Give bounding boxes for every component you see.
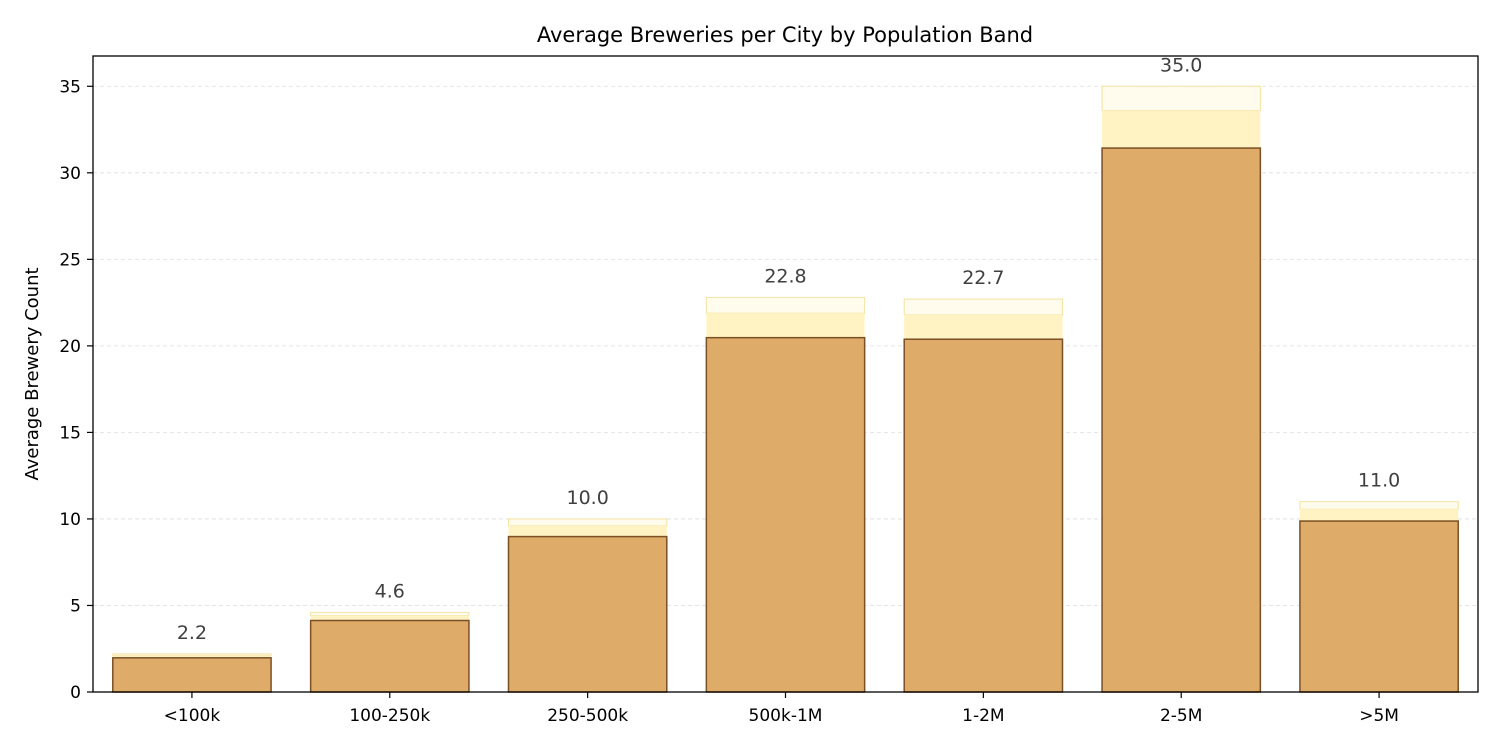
bar-foam-top — [508, 518, 668, 527]
x-axis-ticks: <100k 100-250k 250-500k 500k-1M 1-2M 2-5M >5M — [164, 692, 1399, 726]
bar-foam — [310, 615, 469, 621]
bar-foam — [1299, 509, 1459, 522]
bar — [1101, 147, 1262, 693]
x-tick-label: 250-500k — [547, 706, 628, 726]
y-tick-label: 20 — [59, 337, 81, 357]
bar — [112, 657, 272, 693]
y-tick-label: 30 — [59, 164, 81, 184]
x-tick-label: 2-5M — [1160, 706, 1202, 726]
bar — [903, 338, 1064, 693]
bar-value-label: 35.0 — [1160, 54, 1202, 76]
y-axis-label: Average Brewery Count — [22, 267, 43, 480]
y-tick-label: 10 — [59, 510, 81, 530]
bar-value-label: 4.6 — [375, 580, 405, 602]
y-tick-label: 0 — [70, 683, 81, 703]
y-tick-label: 5 — [70, 596, 81, 616]
data-labels: 2.2 4.6 10.0 22.8 22.7 35.0 11.0 — [177, 54, 1400, 644]
y-axis-ticks: 0 5 10 15 20 25 30 35 — [59, 77, 93, 703]
x-tick-label: <100k — [164, 706, 221, 726]
bar — [309, 619, 470, 693]
bar-foam-top — [705, 296, 866, 314]
bar-foam — [904, 314, 1063, 340]
bar-value-label: 10.0 — [566, 487, 608, 509]
y-tick-label: 35 — [59, 77, 81, 97]
bar-foam-top — [903, 298, 1064, 316]
x-tick-label: 100-250k — [349, 706, 430, 726]
x-tick-label: >5M — [1359, 706, 1399, 726]
x-tick-label: 500k-1M — [749, 706, 823, 726]
plot-frame — [92, 55, 1479, 693]
chart-title: Average Breweries per City by Population… — [537, 23, 1033, 47]
bar-foam-top — [1101, 85, 1261, 112]
bar-value-label: 2.2 — [177, 622, 207, 644]
bar-foam-top — [310, 611, 470, 617]
bar-foam — [508, 525, 667, 537]
bar-value-label: 11.0 — [1358, 470, 1400, 492]
bar-foam — [706, 313, 865, 338]
bar — [1299, 520, 1459, 693]
x-tick-label: 1-2M — [962, 706, 1004, 726]
y-tick-label: 25 — [59, 250, 81, 270]
bar-foam — [1102, 110, 1261, 149]
bars — [112, 85, 1459, 693]
bar-foam — [112, 655, 272, 658]
bar — [507, 535, 668, 693]
bar-foam-top — [1299, 501, 1459, 510]
bar — [705, 336, 866, 693]
y-tick-label: 15 — [59, 423, 81, 443]
bar-value-label: 22.7 — [962, 267, 1004, 289]
bar-value-label: 22.8 — [764, 265, 806, 287]
bar-foam-top — [112, 653, 272, 656]
